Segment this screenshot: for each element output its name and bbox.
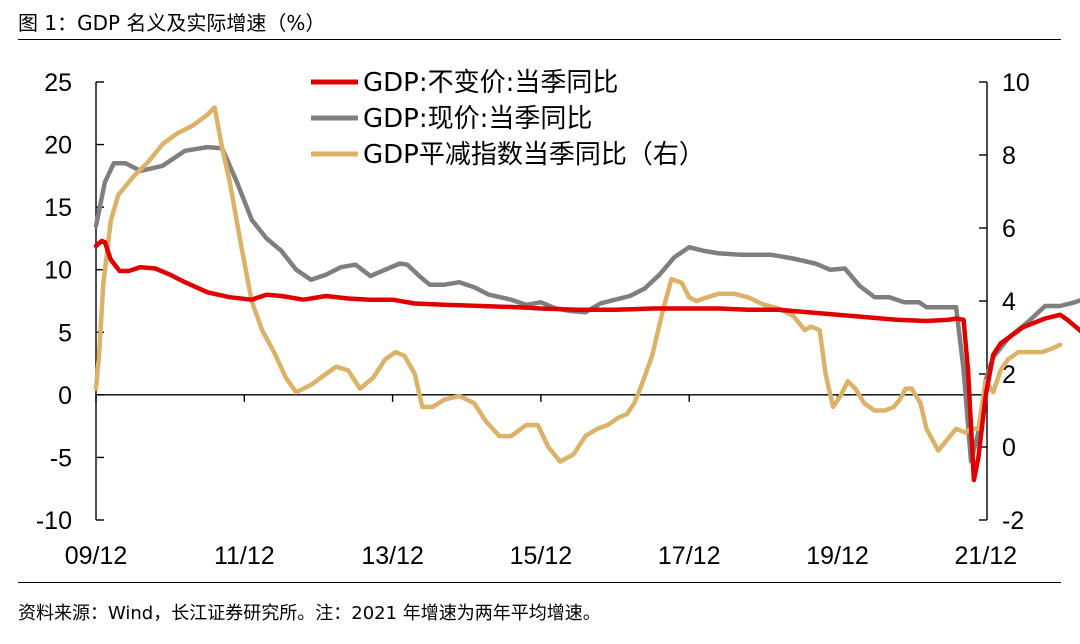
left-tick-label: 5 — [58, 319, 72, 347]
right-tick-label: 2 — [1002, 361, 1016, 389]
series-line-1 — [93, 144, 1080, 464]
source-note: 资料来源：Wind，长江证券研究所。注：2021 年增速为两年平均增速。 — [18, 603, 601, 624]
figure-title: 图 1：GDP 名义及实际增速（%） — [18, 11, 326, 35]
x-tick-label: 09/12 — [65, 542, 128, 570]
left-tick-label: 0 — [58, 382, 72, 410]
x-tick-label: 19/12 — [806, 542, 869, 570]
right-tick-label: -2 — [1002, 507, 1024, 535]
title-rule — [18, 39, 1061, 40]
gdp-chart: -10 -5 0 5 10 15 20 25 -2 0 2 4 6 8 10 09/12 11/12 13/12 1… — [36, 68, 1080, 570]
right-tick-label: 4 — [1002, 288, 1016, 316]
x-tick-label: 15/12 — [510, 542, 573, 570]
left-tick-label: 15 — [44, 194, 72, 222]
legend-label-1: GDP:现价:当季同比 — [363, 104, 592, 134]
legend-label-2: GDP平减指数当季同比（右） — [363, 140, 705, 170]
chart-legend: GDP:不变价:当季同比 GDP:现价:当季同比 GDP平减指数当季同比（右） — [311, 68, 705, 170]
chart-series — [93, 105, 1080, 483]
series-line-2 — [93, 105, 1063, 464]
chart-axes: -10 -5 0 5 10 15 20 25 -2 0 2 4 6 8 10 09/12 11/12 13/12 1… — [36, 69, 1030, 570]
x-tick-label: 11/12 — [214, 542, 275, 570]
left-tick-label: -10 — [36, 507, 72, 535]
right-tick-label: 8 — [1002, 142, 1016, 170]
series-line-0 — [93, 238, 1080, 483]
source-rule — [18, 582, 1061, 583]
x-tick-label: 17/12 — [658, 542, 721, 570]
left-tick-label: 10 — [44, 257, 72, 285]
x-tick-label: 13/12 — [361, 542, 424, 570]
left-tick-label: 25 — [44, 69, 72, 97]
legend-label-0: GDP:不变价:当季同比 — [363, 68, 618, 98]
right-tick-label: 6 — [1002, 215, 1016, 243]
right-tick-label: 10 — [1002, 69, 1030, 97]
left-tick-label: -5 — [50, 444, 72, 472]
left-tick-label: 20 — [44, 132, 72, 160]
right-tick-label: 0 — [1002, 434, 1016, 462]
x-tick-label: 21/12 — [955, 542, 1018, 570]
